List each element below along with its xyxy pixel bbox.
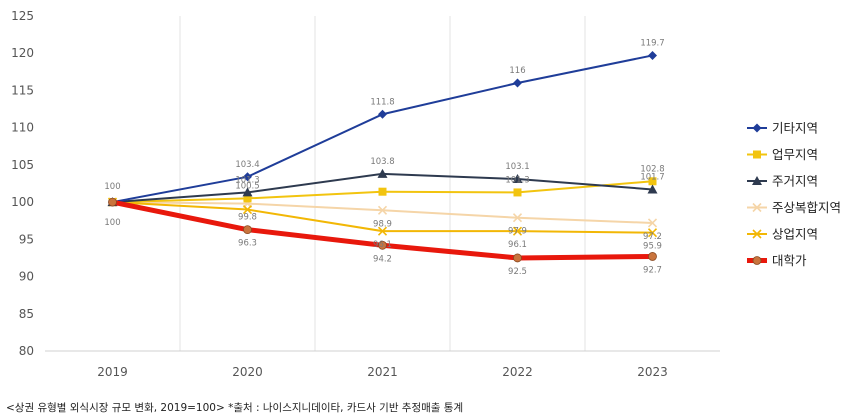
x-marker: [377, 205, 388, 215]
data-label: 95.9: [643, 242, 662, 252]
data-label: 111.8: [370, 97, 394, 107]
x-axis: 2019 2020 2021 2022 2023: [97, 365, 668, 379]
diamond-marker: [513, 78, 522, 88]
data-label: 103.8: [370, 157, 394, 167]
y-tick-label: 115: [11, 83, 34, 97]
series-대학가: [108, 197, 657, 263]
legend-item: 주거지역: [747, 174, 818, 189]
circle-marker: [108, 197, 117, 207]
data-labels: 100103.4111.8116119.7100.5101.3102.8101.…: [104, 38, 664, 276]
legend-label: 주거지역: [772, 174, 818, 189]
square-marker: [513, 188, 522, 197]
y-tick-label: 120: [11, 46, 34, 60]
data-label: 102.8: [640, 164, 664, 174]
data-label: 103.4: [235, 160, 259, 170]
data-label: 97.2: [643, 232, 662, 242]
data-label: 119.7: [640, 38, 664, 48]
legend-label: 업무지역: [772, 147, 818, 162]
data-label: 96.1: [373, 240, 392, 250]
diamond-marker: [378, 109, 387, 119]
circle-marker: [648, 252, 657, 261]
y-tick-label: 105: [11, 158, 34, 172]
legend-label: 주상복합지역: [772, 200, 841, 215]
triangle-marker: [512, 174, 523, 184]
legend-label: 대학가: [772, 253, 807, 268]
x-tick-label: 2023: [637, 365, 668, 379]
y-tick-label: 85: [19, 307, 34, 321]
square-marker: [648, 177, 657, 186]
legend-item: 업무지역: [747, 147, 818, 162]
y-tick-label: 80: [19, 344, 34, 358]
circle-marker: [243, 225, 252, 235]
series-주거지역: [107, 168, 658, 207]
x-marker: [647, 228, 658, 238]
triangle-marker: [377, 168, 388, 178]
triangle-marker: [752, 176, 762, 185]
x-tick-label: 2022: [502, 365, 533, 379]
data-label: 96.3: [238, 239, 257, 249]
data-label: 100: [104, 218, 120, 228]
x-tick-label: 2020: [232, 365, 263, 379]
series-line: [112, 54, 653, 204]
series-주상복합지역: [107, 197, 658, 228]
series-업무지역: [108, 177, 657, 207]
data-label: 101.3: [505, 175, 529, 185]
square-marker: [753, 150, 761, 159]
diamond-marker: [243, 172, 252, 182]
x-tick-label: 2021: [367, 365, 398, 379]
data-label: 94.2: [373, 254, 392, 264]
x-marker: [512, 226, 523, 236]
circle-marker: [513, 253, 522, 263]
data-label: 101.3: [235, 175, 259, 185]
x-marker: [377, 226, 388, 236]
legend-item: 대학가: [747, 253, 807, 268]
source-note: <상권 유형별 외식시장 규모 변화, 2019=100> *출처 : 나이스지…: [6, 402, 464, 414]
data-label: 103.1: [505, 162, 529, 172]
legend-item: 상업지역: [747, 227, 818, 242]
series-lines: [107, 50, 658, 263]
y-tick-label: 95: [19, 232, 34, 246]
data-label: 92.7: [643, 265, 662, 275]
y-tick-label: 100: [11, 195, 34, 209]
y-tick-label: 125: [11, 9, 34, 23]
data-label: 99.8: [238, 213, 257, 223]
data-label: 101.7: [640, 172, 664, 182]
diamond-marker: [648, 50, 657, 60]
legend-item: 주상복합지역: [747, 200, 841, 215]
legend-label: 상업지역: [772, 227, 818, 242]
triangle-marker: [647, 184, 658, 194]
square-marker: [243, 194, 252, 203]
x-marker: [512, 213, 523, 223]
data-label: 96.1: [508, 240, 527, 250]
y-tick-label: 90: [19, 270, 34, 284]
data-label: 100: [104, 182, 120, 192]
data-label: 100.5: [235, 181, 259, 191]
x-marker: [647, 218, 658, 228]
triangle-marker: [242, 187, 253, 197]
y-axis: 80 85 90 95 100 105 110 115 120 125: [11, 9, 34, 358]
x-tick-label: 2019: [97, 365, 128, 379]
legend-item: 기타지역: [747, 121, 818, 136]
circle-marker: [752, 256, 762, 265]
data-label: 116: [509, 66, 525, 76]
x-marker: [752, 229, 762, 239]
x-marker: [242, 204, 253, 215]
grid: [45, 16, 720, 352]
square-marker: [378, 187, 387, 196]
legend-label: 기타지역: [772, 121, 818, 136]
circle-marker: [378, 240, 387, 250]
y-tick-label: 110: [11, 121, 34, 135]
data-label: 98.9: [373, 219, 392, 229]
diamond-marker: [752, 123, 762, 133]
data-label: 97.9: [508, 227, 527, 237]
data-label: 92.5: [508, 267, 527, 277]
x-marker: [752, 202, 762, 213]
